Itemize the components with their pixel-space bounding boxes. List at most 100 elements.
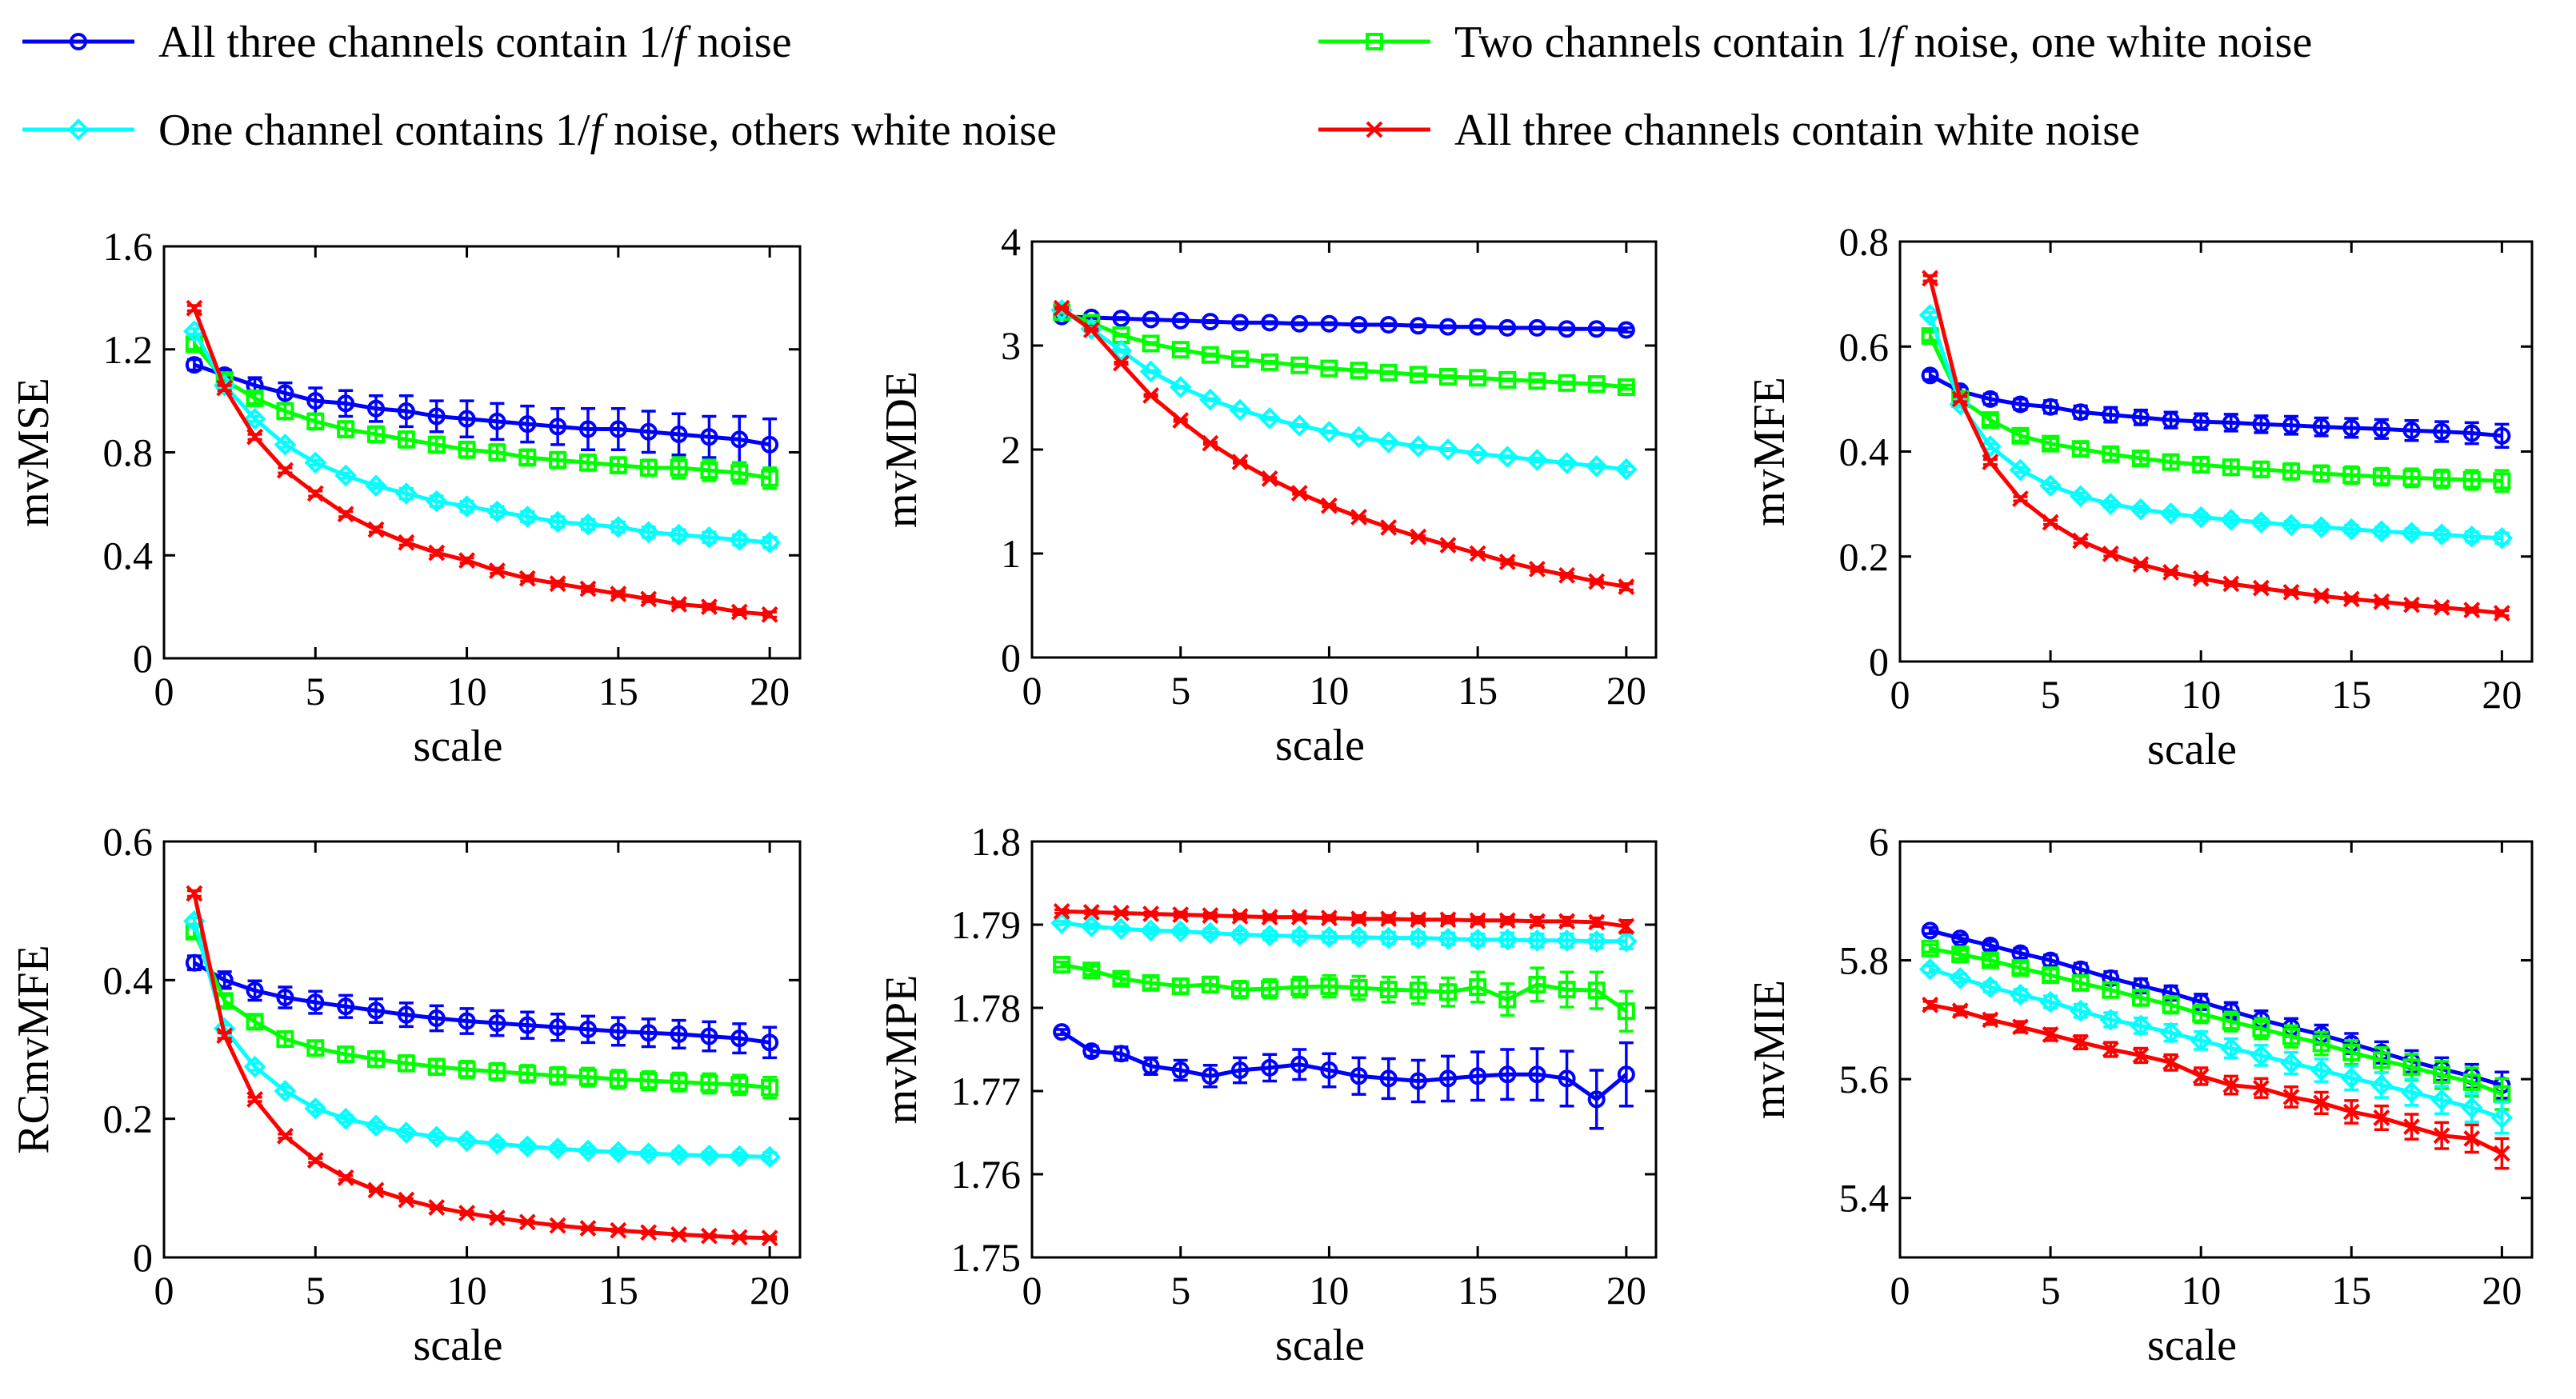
series-square xyxy=(185,335,779,490)
data-point xyxy=(1409,317,1427,335)
data-point xyxy=(306,1039,325,1057)
data-point xyxy=(1320,1061,1338,1079)
x-tick-label: 20 xyxy=(750,669,790,713)
data-point xyxy=(1318,421,1341,443)
data-point xyxy=(488,443,506,462)
data-point xyxy=(2009,983,2032,1006)
y-tick-label: 6 xyxy=(1869,819,1889,864)
data-point xyxy=(700,1074,718,1093)
data-point xyxy=(1201,346,1219,364)
data-point xyxy=(2042,1026,2059,1043)
data-point xyxy=(549,1018,567,1037)
data-point xyxy=(577,1139,599,1162)
data-point xyxy=(2252,415,2270,434)
y-tick-label: 0 xyxy=(1001,635,1021,680)
series-line xyxy=(1929,374,2502,438)
y-tick-label: 1.79 xyxy=(951,902,1022,947)
y-tick-label: 4 xyxy=(1001,219,1021,264)
data-point xyxy=(2433,470,2451,488)
data-point xyxy=(1082,961,1101,980)
data-point xyxy=(1082,1042,1101,1061)
data-point xyxy=(579,454,597,472)
data-point xyxy=(458,1061,476,1079)
data-point xyxy=(670,425,688,443)
x-tick-label: 20 xyxy=(2482,1268,2522,1313)
data-point xyxy=(1169,920,1192,943)
data-point xyxy=(2012,1018,2029,1036)
subplot-mvmse: 0 5 10 15 20 0 0.4 0.8 1.2 1.6 scale mvMSE xyxy=(9,224,802,771)
data-point xyxy=(1469,545,1486,562)
data-point xyxy=(2282,1027,2301,1045)
data-point xyxy=(761,435,779,454)
data-point xyxy=(698,1144,721,1167)
series-diamond xyxy=(1918,304,2514,550)
x-tick-label: 5 xyxy=(1170,668,1190,713)
data-point xyxy=(1498,370,1517,389)
x-tick-label: 15 xyxy=(2331,1268,2371,1313)
legend-label: Two channels contain 1/f noise, one whit… xyxy=(1454,18,2312,67)
legend-entry: All three channels contain 1/f noise xyxy=(22,18,792,67)
data-point xyxy=(397,430,415,449)
data-point xyxy=(2372,1051,2390,1069)
data-point xyxy=(458,441,476,459)
data-point xyxy=(1439,911,1457,929)
y-tick-label: 1.75 xyxy=(951,1235,1022,1280)
data-point xyxy=(2312,1034,2330,1053)
data-point xyxy=(2370,1073,2393,1097)
data-point xyxy=(700,462,718,480)
data-point xyxy=(306,485,324,502)
data-point xyxy=(701,1227,718,1245)
data-point xyxy=(609,1070,627,1089)
x-tick-label: 10 xyxy=(447,1268,487,1313)
y-axis-label: RCmvMFE xyxy=(9,945,58,1153)
data-point xyxy=(1377,926,1400,949)
y-tick-label: 5.6 xyxy=(1839,1057,1890,1101)
data-point xyxy=(546,1137,569,1160)
data-point xyxy=(518,570,536,587)
y-tick-label: 5.4 xyxy=(1839,1176,1890,1221)
axes-box xyxy=(1030,240,1658,659)
data-point xyxy=(425,490,448,513)
data-point xyxy=(518,1016,537,1034)
data-point xyxy=(700,1027,718,1045)
data-point xyxy=(1199,388,1222,411)
data-point xyxy=(1139,360,1162,383)
data-point xyxy=(367,521,385,538)
data-point xyxy=(2162,411,2180,430)
data-point xyxy=(488,1014,506,1033)
series-line xyxy=(1930,946,2503,1097)
data-point xyxy=(2159,502,2182,525)
series-circle xyxy=(1921,921,2511,1100)
y-axis-label: mvMPE xyxy=(877,975,926,1125)
data-point xyxy=(2222,458,2240,477)
data-point xyxy=(2222,1013,2240,1031)
data-point xyxy=(1110,339,1133,362)
data-point xyxy=(761,1033,779,1052)
data-point xyxy=(2342,590,2360,608)
data-point xyxy=(1410,911,1427,929)
data-point xyxy=(2433,422,2451,441)
data-point xyxy=(1288,414,1311,437)
data-point xyxy=(549,418,567,436)
data-point xyxy=(2130,1014,2152,1037)
legend-label-text: One channel contains 1/ xyxy=(158,106,590,155)
data-point xyxy=(425,1125,448,1149)
data-point xyxy=(1258,407,1281,430)
data-point xyxy=(1258,924,1281,947)
data-point xyxy=(397,1005,415,1024)
x-tick-label: 20 xyxy=(1606,1268,1646,1313)
data-point xyxy=(246,1013,264,1031)
series-line xyxy=(1929,967,2503,1120)
data-point xyxy=(1290,978,1309,996)
y-tick-label: 5.8 xyxy=(1839,938,1890,983)
data-point xyxy=(2192,455,2210,474)
data-point xyxy=(670,1073,688,1091)
data-point xyxy=(670,458,688,477)
series-line xyxy=(1928,335,2502,483)
data-point xyxy=(637,521,660,544)
data-point xyxy=(2312,465,2330,483)
x-tick-label: 15 xyxy=(1458,1268,1498,1313)
data-point xyxy=(2192,570,2210,587)
data-point xyxy=(1587,1090,1606,1109)
